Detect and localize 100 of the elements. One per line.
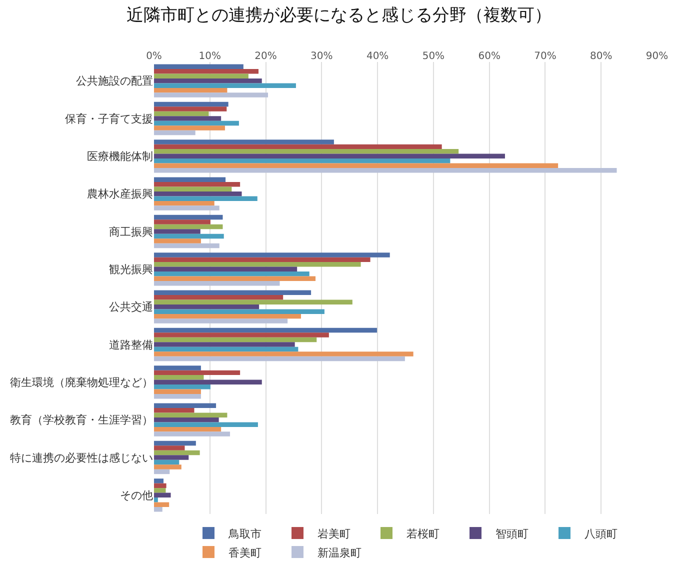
bar [154, 74, 248, 78]
y-tick-label: 医療機能体制 [87, 150, 153, 164]
bar [154, 158, 450, 164]
bar [154, 140, 334, 144]
bar [154, 408, 194, 413]
bar [154, 149, 459, 154]
y-tick-label: その他 [120, 489, 153, 502]
x-tick-label: 40% [366, 51, 389, 62]
bar [154, 206, 220, 210]
bar [154, 200, 214, 206]
bar [154, 69, 259, 74]
bar [154, 337, 317, 342]
bar [154, 422, 258, 427]
bar [154, 196, 258, 201]
bar [154, 314, 301, 319]
legend-label: 八頭町 [584, 527, 618, 540]
legend-label: 若桜町 [406, 527, 440, 540]
bar [154, 460, 180, 465]
bar [154, 394, 201, 399]
bar [154, 276, 316, 281]
bar [154, 380, 262, 385]
bar [154, 450, 200, 456]
bar [154, 78, 262, 84]
chart-title: 近隣市町との連携が必要になると感じる分野（複数可） [126, 6, 552, 26]
bar [154, 300, 352, 304]
bar [154, 88, 228, 93]
x-tick-label: 20% [254, 51, 277, 62]
bar [154, 483, 166, 488]
legend-label: 新温泉町 [318, 546, 362, 560]
bar [154, 281, 280, 286]
bar [154, 295, 284, 300]
y-tick-label: 観光振興 [109, 263, 153, 276]
y-tick-label: 公共施設の配置 [76, 74, 153, 88]
x-tick-label: 60% [478, 51, 500, 62]
y-tick-label: 農林水産振興 [87, 188, 153, 201]
bar [154, 266, 298, 272]
bar [154, 502, 170, 507]
legend-label: 智頭町 [496, 527, 528, 540]
bar [154, 186, 232, 192]
x-tick-label: 30% [310, 51, 333, 62]
bar [154, 229, 200, 234]
bar [154, 126, 225, 130]
x-tick-label: 70% [534, 51, 556, 62]
bar [154, 234, 224, 239]
y-tick-label: 道路整備 [109, 338, 153, 352]
bar [154, 403, 216, 408]
bar [154, 191, 242, 196]
bar [154, 262, 361, 267]
bar [154, 130, 196, 136]
bar [154, 412, 228, 418]
bar [154, 182, 240, 187]
bar [154, 352, 414, 356]
y-tick-label: 特に連携の必要性は感じない [10, 451, 153, 464]
bar [154, 318, 288, 324]
bar [154, 252, 390, 258]
bar [154, 92, 268, 98]
bar [154, 507, 162, 512]
bar [154, 290, 312, 295]
y-tick-label: 公共交通 [109, 300, 153, 314]
bar [154, 488, 166, 493]
bar [154, 426, 222, 432]
bar [154, 342, 295, 347]
x-tick-label: 90% [646, 51, 668, 62]
bar [154, 309, 324, 314]
y-tick-label: 商工振興 [109, 225, 153, 238]
bar [154, 224, 223, 230]
legend-label: 岩美町 [318, 527, 350, 540]
bar [154, 469, 170, 474]
bar [154, 492, 171, 498]
legend-label: 鳥取市 [228, 527, 262, 540]
y-tick-label: 保育・子育て支援 [65, 112, 153, 126]
bar [154, 83, 296, 88]
bar [154, 214, 223, 220]
bar [154, 304, 260, 310]
bar [154, 220, 210, 224]
bar [154, 478, 164, 484]
bar [154, 446, 185, 450]
bar [154, 102, 228, 107]
bar [154, 272, 310, 276]
bar [154, 384, 210, 390]
bar [154, 106, 227, 112]
bar [154, 144, 442, 150]
y-tick-label: 教育（学校教育・生涯学習） [10, 414, 153, 427]
x-tick-label: 50% [422, 51, 445, 62]
bar [154, 346, 298, 352]
bar [154, 417, 219, 422]
bar [154, 116, 222, 121]
y-tick-label: 衛生環境（廃棄物処理など） [10, 376, 153, 390]
bar [154, 498, 158, 502]
bar [154, 163, 558, 168]
bar [154, 64, 244, 69]
bar [154, 375, 204, 380]
x-tick-label: 80% [590, 51, 612, 62]
bar [154, 370, 240, 376]
bar [154, 168, 617, 173]
bar [154, 332, 329, 338]
bar [154, 177, 226, 182]
legend-label: 香美町 [228, 546, 262, 560]
bar [154, 257, 370, 262]
x-tick-label: 0% [146, 51, 162, 62]
